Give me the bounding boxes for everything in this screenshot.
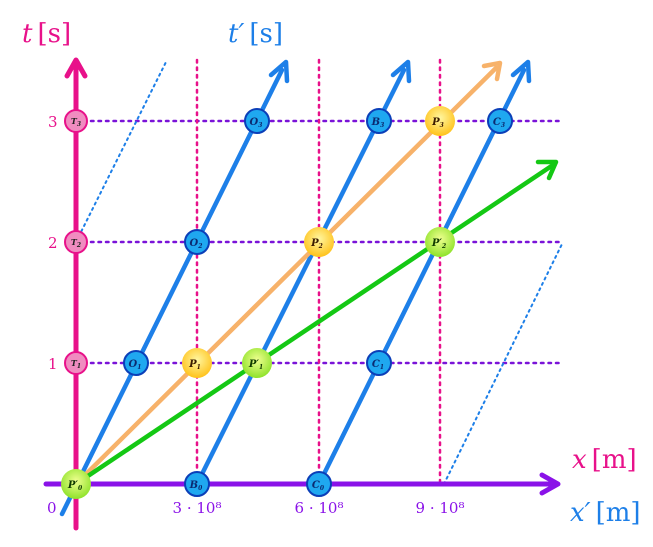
node-p0-prime: P′0 [61, 469, 91, 499]
node-p1: P1 [182, 348, 212, 378]
x-tick-0: 0 [47, 499, 57, 517]
x-prime-axis-line [73, 162, 556, 487]
svg-text:T1: T1 [71, 358, 81, 370]
dotted-line-left [75, 61, 167, 243]
node-c0: C0 [306, 471, 332, 497]
svg-text:T3: T3 [71, 116, 81, 128]
svg-text:O1: O1 [129, 359, 142, 371]
node-p3: P3 [425, 106, 455, 136]
svg-text:P′1: P′1 [248, 359, 263, 371]
x-axis-label: x [m] [572, 445, 637, 475]
t-tick-1: 1 [48, 355, 58, 373]
node-c1: C1 [366, 350, 392, 376]
node-o3: O3 [244, 108, 270, 134]
x-axis-arrow [539, 472, 561, 496]
dotted-line-right [443, 241, 564, 485]
svg-text:O2: O2 [190, 238, 203, 250]
svg-text:P2: P2 [310, 238, 323, 250]
svg-text:C3: C3 [493, 117, 505, 129]
node-p2-prime: P′2 [425, 227, 455, 257]
worldline-c-arrow [510, 59, 532, 84]
svg-text:T2: T2 [71, 237, 81, 249]
node-b0: B0 [184, 471, 210, 497]
worldline-orange [73, 65, 499, 487]
t-prime-axis-arrow [268, 59, 290, 84]
x-tick-3e8: 3 · 10⁸ [173, 499, 222, 517]
node-c3: C3 [487, 108, 513, 134]
t-prime-axis-label: t′ [s] [228, 19, 283, 49]
t-tick-2: 2 [48, 234, 58, 252]
svg-text:O3: O3 [250, 117, 263, 129]
worldline-b-arrow [390, 59, 412, 84]
svg-text:C0: C0 [312, 480, 325, 492]
x-prime-axis-label: x′ [m] [570, 498, 641, 528]
node-t2: T2 [64, 230, 88, 254]
svg-text:P′0: P′0 [67, 480, 83, 492]
worldline-c [316, 67, 527, 487]
worldline-b [194, 67, 407, 487]
x-tick-6e8: 6 · 10⁸ [295, 499, 344, 517]
t-prime-axis-line [59, 67, 285, 517]
node-t1: T1 [64, 351, 88, 375]
node-o1: O1 [123, 350, 149, 376]
svg-text:B0: B0 [189, 480, 203, 492]
x-prime-axis-arrow [535, 159, 559, 181]
t-axis-label: t [s] [22, 19, 71, 49]
node-b3: B3 [366, 108, 392, 134]
node-t3: T3 [64, 109, 88, 133]
svg-text:P3: P3 [431, 117, 444, 129]
svg-text:C1: C1 [372, 359, 384, 371]
x-tick-9e8: 9 · 10⁸ [416, 499, 465, 517]
node-p2: P2 [304, 227, 334, 257]
t-axis-arrow [64, 57, 88, 79]
node-p1-prime: P′1 [242, 348, 272, 378]
worldline-orange-arrow [481, 60, 503, 82]
svg-text:P1: P1 [188, 359, 201, 371]
svg-text:P′2: P′2 [431, 238, 446, 250]
svg-text:B3: B3 [371, 117, 385, 129]
node-o2: O2 [184, 229, 210, 255]
t-tick-3: 3 [48, 113, 58, 131]
